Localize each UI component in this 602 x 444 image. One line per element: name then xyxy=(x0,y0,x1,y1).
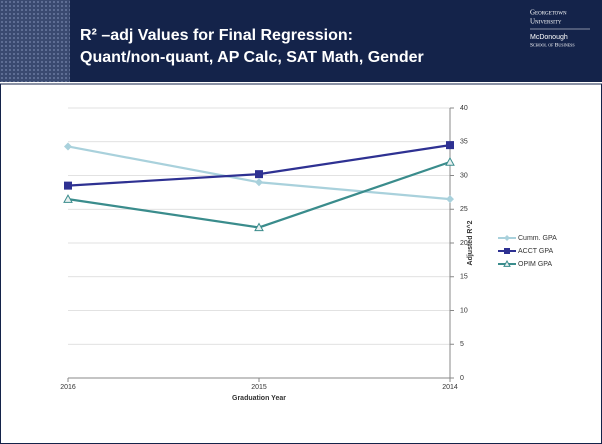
logo-text: University xyxy=(530,18,562,26)
marker xyxy=(446,195,454,204)
legend-label: OPIM GPA xyxy=(518,261,552,268)
y-axis-label: Adjusted R^2 xyxy=(466,220,474,265)
slide-title: R² –adj Values for Final Regression: xyxy=(80,27,353,44)
y-tick-label: 15 xyxy=(460,274,468,281)
marker xyxy=(255,178,263,187)
legend-label: ACCT GPA xyxy=(518,248,553,255)
y-tick-label: 0 xyxy=(460,375,464,382)
marker xyxy=(255,170,263,179)
x-tick-label: 2015 xyxy=(251,384,267,391)
y-tick-label: 5 xyxy=(460,341,464,348)
y-tick-label: 35 xyxy=(460,139,468,146)
header-pattern xyxy=(0,0,70,82)
marker xyxy=(254,222,264,232)
marker xyxy=(64,181,72,190)
legend-label: Cumm. GPA xyxy=(518,235,557,242)
y-tick-label: 25 xyxy=(460,206,468,213)
marker xyxy=(504,248,510,254)
header-band xyxy=(0,0,602,82)
logo-text: Georgetown xyxy=(530,9,567,17)
slide-title: Quant/non-quant, AP Calc, SAT Math, Gend… xyxy=(80,49,424,66)
marker xyxy=(504,235,510,241)
marker xyxy=(63,194,73,203)
logo-text: McDonough xyxy=(530,34,568,41)
chart: 0 5 10 15 20 25 30 35 40 2016 2015 2014 Graduation Y… xyxy=(60,105,557,402)
marker xyxy=(64,142,72,151)
y-tick-label: 20 xyxy=(460,240,468,247)
y-tick-label: 30 xyxy=(460,172,468,179)
x-axis-label: Graduation Year xyxy=(232,395,286,402)
x-tick-label: 2014 xyxy=(442,384,458,391)
x-tick-label: 2016 xyxy=(60,384,76,391)
logo-text: School of Business xyxy=(530,42,575,48)
y-tick-label: 10 xyxy=(460,307,468,314)
marker xyxy=(445,156,455,166)
y-tick-label: 40 xyxy=(460,105,468,112)
marker xyxy=(446,141,454,150)
marker xyxy=(503,259,511,267)
